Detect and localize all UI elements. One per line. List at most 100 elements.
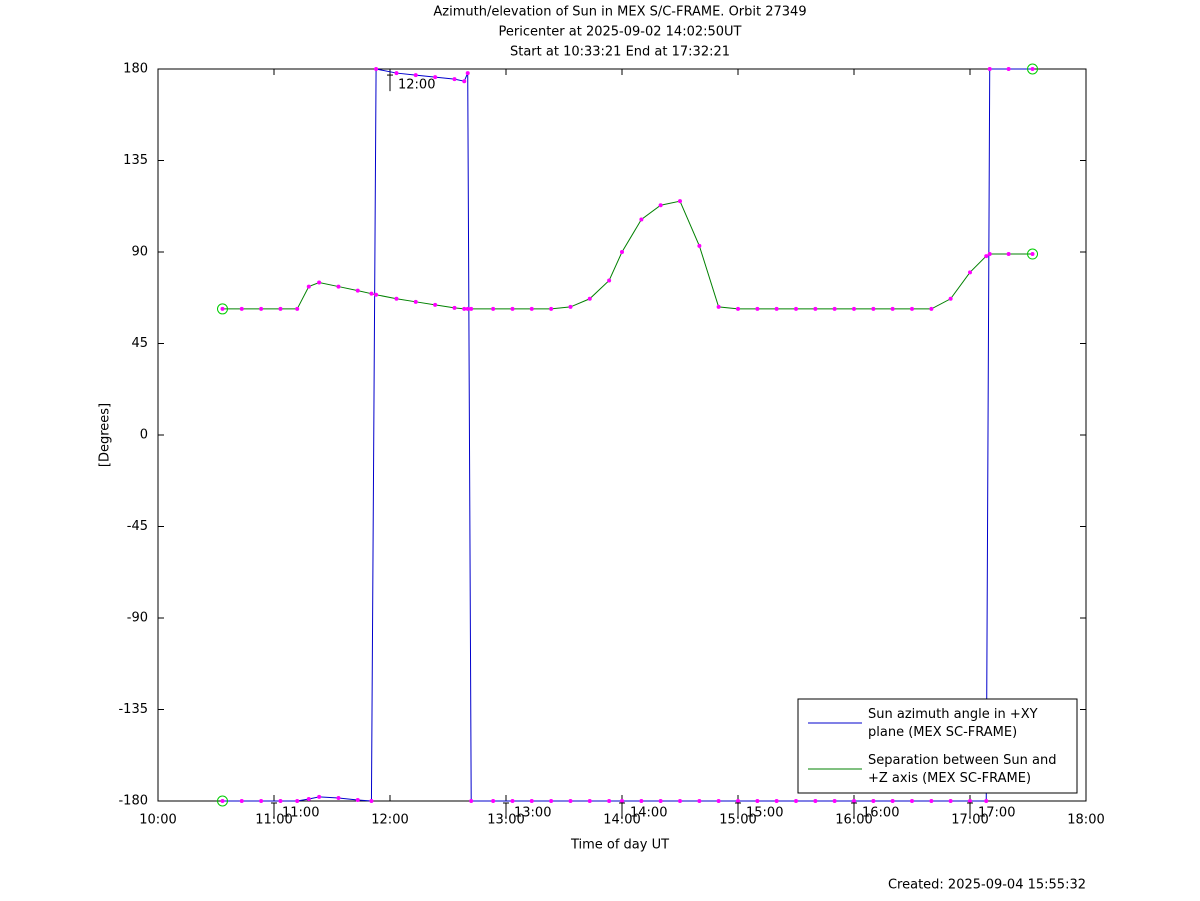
point-marker — [987, 252, 992, 257]
y-tick-label: 135 — [123, 153, 148, 168]
point-marker — [736, 799, 740, 803]
point-marker — [469, 799, 474, 803]
point-marker — [462, 79, 467, 84]
x-axis-label: Time of day UT — [570, 838, 669, 853]
point-marker — [278, 799, 283, 803]
point-marker — [716, 304, 721, 309]
x-tick-label: 11:00 — [255, 813, 292, 828]
point-marker — [852, 306, 856, 311]
point-marker — [278, 306, 283, 311]
point-marker — [491, 306, 496, 311]
point-marker — [510, 799, 515, 803]
point-marker — [929, 799, 934, 803]
point-marker — [929, 306, 934, 311]
point-marker — [984, 799, 989, 803]
point-marker — [794, 799, 798, 803]
point-marker — [239, 799, 244, 803]
x-tick-label: 18:00 — [1067, 813, 1104, 828]
point-marker — [452, 305, 457, 310]
x-tick-label: 12:00 — [371, 813, 408, 828]
legend-label: Separation between Sun and +Z axis (MEX … — [868, 753, 1057, 786]
point-marker — [755, 306, 760, 311]
y-tick-label: 0 — [140, 428, 148, 443]
point-marker — [871, 306, 876, 311]
point-marker — [607, 278, 612, 283]
point-marker — [910, 799, 914, 803]
endpoint-marker — [1027, 248, 1039, 260]
point-marker — [336, 795, 341, 800]
point-marker — [465, 71, 470, 76]
point-marker — [491, 799, 496, 803]
point-marker — [317, 794, 322, 799]
point-marker — [568, 304, 573, 309]
point-marker — [374, 67, 379, 71]
point-marker — [549, 306, 554, 311]
point-marker — [890, 799, 895, 803]
y-tick-label: 180 — [123, 62, 148, 77]
point-marker — [1030, 67, 1035, 71]
point-marker — [794, 306, 798, 311]
point-marker — [587, 296, 592, 301]
annotation: 15:00 — [746, 806, 783, 821]
series-line — [222, 68, 1033, 802]
point-marker — [968, 799, 972, 803]
point-marker — [1006, 67, 1011, 71]
point-marker — [295, 799, 300, 803]
point-marker — [355, 797, 360, 802]
annotation: 13:00 — [514, 806, 551, 821]
chart-subtitle: Start at 10:33:21 End at 17:32:21 — [510, 45, 730, 60]
point-marker — [987, 67, 992, 71]
point-marker — [306, 284, 311, 289]
point-marker — [259, 306, 264, 311]
point-marker — [948, 799, 953, 803]
point-marker — [355, 288, 360, 293]
point-marker — [697, 799, 702, 803]
point-marker — [587, 799, 592, 803]
x-tick-label: 15:00 — [719, 813, 756, 828]
point-marker — [239, 306, 244, 311]
point-marker — [607, 799, 612, 803]
point-marker — [678, 799, 682, 803]
point-marker — [620, 799, 624, 803]
endpoint-marker — [1027, 63, 1039, 75]
point-marker — [433, 302, 438, 307]
point-marker — [968, 270, 972, 275]
y-tick-label: 45 — [131, 336, 148, 351]
point-marker — [658, 799, 663, 803]
point-marker — [774, 799, 779, 803]
annotation: 11:00 — [282, 806, 319, 821]
endpoint-marker — [216, 795, 228, 807]
y-tick-label: -45 — [127, 519, 148, 534]
point-marker — [549, 799, 554, 803]
point-marker — [697, 243, 702, 248]
point-marker — [639, 217, 644, 222]
y-axis-label: [Degrees] — [98, 403, 113, 467]
point-marker — [469, 306, 474, 311]
point-marker — [369, 799, 374, 803]
point-marker — [529, 306, 534, 311]
annotation: 14:00 — [630, 806, 667, 821]
point-marker — [433, 75, 438, 80]
point-marker — [465, 306, 470, 311]
point-marker — [369, 291, 374, 296]
point-marker — [910, 306, 914, 311]
series-line — [222, 200, 1033, 310]
annotation: 17:00 — [978, 806, 1015, 821]
point-marker — [374, 292, 379, 297]
legend-label: Sun azimuth angle in +XY plane (MEX SC-F… — [868, 707, 1038, 740]
point-marker — [736, 306, 740, 311]
endpoint-marker — [216, 303, 228, 315]
point-marker — [620, 250, 624, 254]
point-marker — [755, 799, 760, 803]
point-marker — [529, 799, 534, 803]
point-marker — [317, 280, 322, 285]
point-marker — [1030, 252, 1035, 257]
y-tick-label: 90 — [131, 245, 148, 260]
point-marker — [813, 799, 818, 803]
y-tick-label: -90 — [127, 611, 148, 626]
point-marker — [716, 799, 721, 803]
chart-subtitle: Pericenter at 2025-09-02 14:02:50UT — [498, 25, 741, 40]
point-marker — [336, 284, 341, 289]
x-tick-label: 10:00 — [139, 813, 176, 828]
